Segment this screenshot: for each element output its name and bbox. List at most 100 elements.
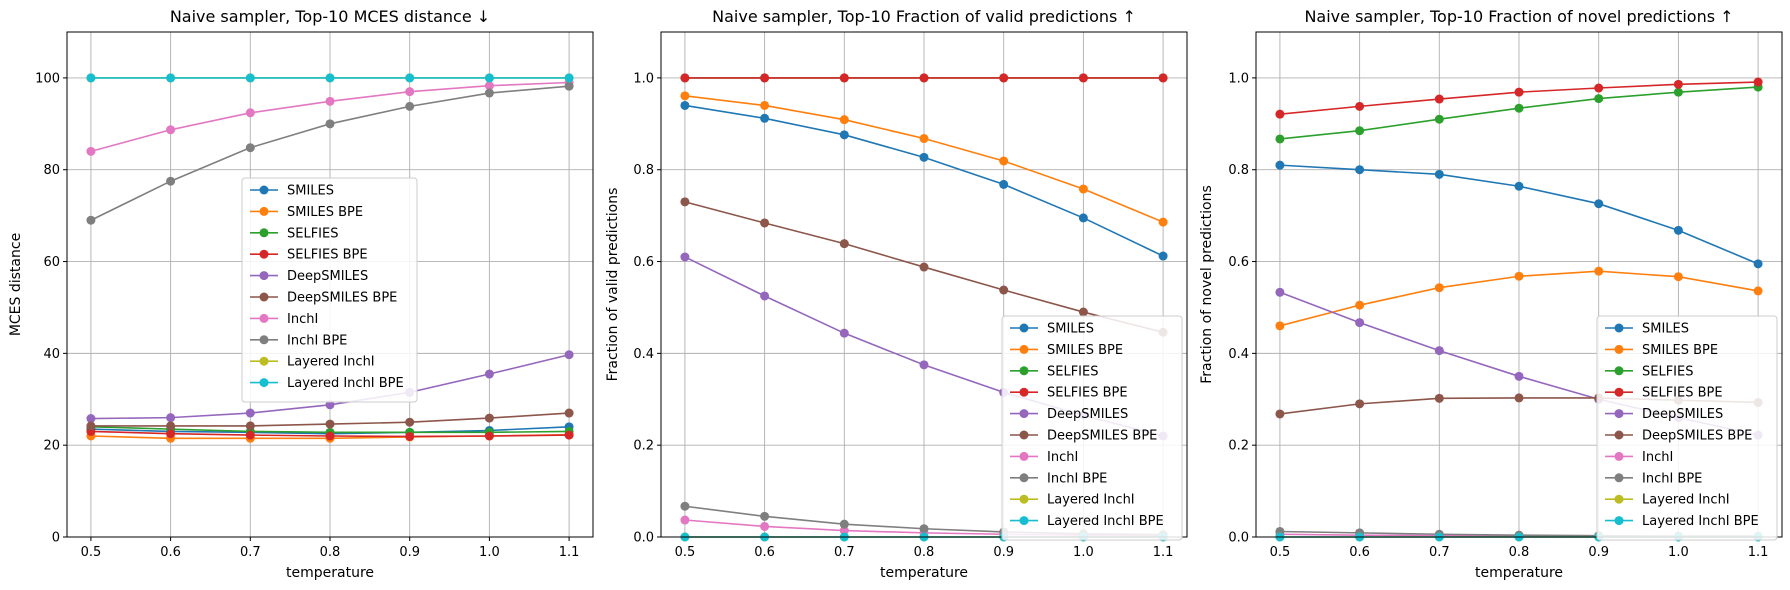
- data-point: [680, 91, 690, 101]
- data-point: [839, 328, 849, 338]
- data-point: [325, 431, 335, 441]
- legend: SMILES SMILES BPE SELFIES SELFIES BPE DeepSM…: [241, 177, 418, 403]
- data-point: [1158, 73, 1168, 83]
- legend-swatch-marker: [1614, 451, 1624, 461]
- legend-swatch-marker: [1614, 430, 1624, 440]
- data-point: [1434, 393, 1444, 403]
- data-point: [1673, 87, 1683, 97]
- data-point: [166, 176, 176, 186]
- x-tick-label: 0.7: [834, 545, 855, 560]
- x-tick-label: 1.0: [479, 545, 500, 560]
- y-tick-label: 100: [35, 71, 60, 86]
- data-point: [166, 421, 176, 431]
- legend-box: [1001, 315, 1183, 541]
- data-point: [564, 73, 574, 83]
- legend-label: DeepSMILES BPE: [287, 291, 397, 306]
- legend-swatch-marker: [1614, 494, 1624, 504]
- data-point: [564, 430, 574, 440]
- legend-swatch-marker: [1019, 516, 1029, 526]
- data-point: [1594, 199, 1604, 209]
- data-point: [680, 100, 690, 110]
- data-point: [1158, 251, 1168, 261]
- legend-swatch-marker: [259, 228, 269, 238]
- data-point: [405, 73, 415, 83]
- data-point: [1514, 371, 1524, 381]
- data-point: [1158, 217, 1168, 227]
- data-point: [760, 218, 770, 228]
- legend-swatch-marker: [259, 249, 269, 259]
- data-point: [839, 115, 849, 125]
- legend-label: SMILES BPE: [1047, 343, 1123, 358]
- data-point: [839, 239, 849, 249]
- data-point: [484, 431, 494, 441]
- y-tick-label: 0.2: [633, 439, 654, 454]
- data-point: [1355, 318, 1365, 328]
- x-tick-label: 0.8: [320, 545, 341, 560]
- data-point: [245, 143, 255, 153]
- x-tick-label: 0.5: [1270, 545, 1291, 560]
- data-point: [86, 215, 96, 225]
- chart-panel-2: 0.5 0.6 0.7 0.8 0.9 1.0 1.1 0.0 0.2 0.4 0.6 0.8 1.0 N…: [605, 7, 1188, 581]
- y-tick-label: 1.0: [633, 71, 654, 86]
- legend-swatch-marker: [259, 335, 269, 345]
- legend-swatch-marker: [1614, 366, 1624, 376]
- data-point: [245, 421, 255, 431]
- data-point: [564, 81, 574, 91]
- y-tick-label: 0.8: [1228, 163, 1249, 178]
- legend-label: Layered InchI: [287, 355, 375, 370]
- legend-label: SMILES: [1047, 322, 1094, 337]
- x-tick-label: 0.9: [993, 545, 1014, 560]
- data-point: [405, 417, 415, 427]
- data-point: [1275, 160, 1285, 170]
- y-axis-label: Fraction of valid predictions: [605, 188, 621, 382]
- data-point: [564, 408, 574, 418]
- x-tick-label: 0.7: [1429, 545, 1450, 560]
- chart-title: Naive sampler, Top-10 Fraction of novel …: [1304, 7, 1733, 26]
- data-point: [680, 501, 690, 511]
- legend-label: DeepSMILES BPE: [1047, 429, 1157, 444]
- data-point: [839, 73, 849, 83]
- legend-swatch-marker: [1019, 430, 1029, 440]
- data-point: [919, 73, 929, 83]
- x-tick-label: 0.6: [1349, 545, 1370, 560]
- data-point: [919, 134, 929, 144]
- data-point: [760, 291, 770, 301]
- x-tick-label: 1.1: [559, 545, 580, 560]
- y-tick-label: 0: [52, 531, 60, 546]
- legend-label: InchI BPE: [287, 333, 347, 348]
- data-point: [245, 73, 255, 83]
- data-point: [1355, 165, 1365, 175]
- data-point: [484, 88, 494, 98]
- data-point: [1275, 134, 1285, 144]
- data-point: [166, 125, 176, 135]
- y-tick-label: 0.4: [633, 347, 654, 362]
- x-tick-label: 0.9: [399, 545, 420, 560]
- x-tick-label: 0.5: [675, 545, 696, 560]
- legend-label: SELFIES: [287, 226, 339, 241]
- legend-label: SELFIES BPE: [1642, 386, 1723, 401]
- data-point: [166, 429, 176, 439]
- data-point: [484, 369, 494, 379]
- data-point: [1355, 300, 1365, 310]
- y-tick-label: 40: [43, 347, 60, 362]
- legend-box: [241, 177, 418, 403]
- legend-swatch-marker: [1614, 409, 1624, 419]
- data-point: [405, 431, 415, 441]
- x-tick-label: 1.0: [1073, 545, 1094, 560]
- data-point: [760, 521, 770, 531]
- legend-swatch-marker: [1614, 344, 1624, 354]
- chart-panel-3: 0.5 0.6 0.7 0.8 0.9 1.0 1.1 0.0 0.2 0.4 0.6 0.8 1.0 N…: [1199, 7, 1783, 581]
- legend-swatch-marker: [259, 313, 269, 323]
- data-point: [919, 262, 929, 272]
- data-point: [86, 73, 96, 83]
- data-point: [1355, 126, 1365, 136]
- y-axis-label: MCES distance: [8, 233, 24, 336]
- data-point: [1355, 101, 1365, 111]
- legend-label: Layered InchI BPE: [1642, 514, 1759, 529]
- data-point: [760, 73, 770, 83]
- legend: SMILES SMILES BPE SELFIES SELFIES BPE DeepSM…: [1001, 315, 1183, 541]
- data-point: [166, 413, 176, 423]
- legend-label: DeepSMILES: [1047, 407, 1128, 422]
- legend-label: Layered InchI BPE: [1047, 514, 1164, 529]
